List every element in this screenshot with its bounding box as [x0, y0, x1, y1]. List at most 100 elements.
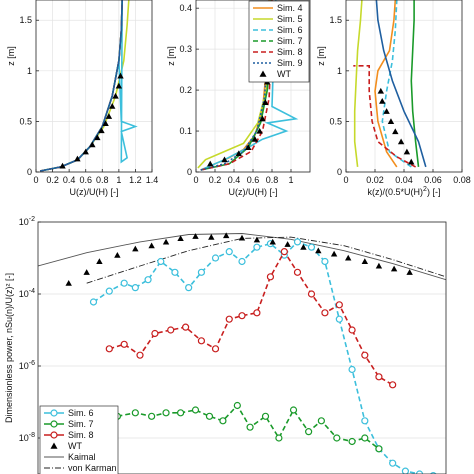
data-point-sim6 [89, 298, 98, 306]
data-point-sim7 [191, 406, 200, 414]
data-point-sim8 [335, 301, 343, 309]
data-point-wt [221, 156, 228, 163]
data-point-wt [192, 233, 199, 239]
legend-swatch-sim7 [44, 420, 64, 428]
data-point-wt [375, 262, 383, 269]
data-point-sim7 [131, 409, 139, 417]
data-point-sim7 [246, 423, 254, 431]
data-point-sim8 [136, 351, 144, 359]
y-tick-label: 0 [337, 167, 342, 177]
data-point-wt [377, 87, 384, 94]
x-tick-label: 0.4 [228, 175, 241, 185]
series-line-sim6 [381, 0, 412, 168]
data-point-wt [408, 158, 415, 165]
x-tick-label: 0.2 [46, 175, 59, 185]
x-tick-label: 0.2 [209, 175, 222, 185]
data-point-sim7 [275, 434, 283, 442]
data-point-sim8 [211, 345, 220, 353]
y-tick-label: 10-8 [19, 432, 35, 443]
data-point-wt [251, 136, 259, 142]
series-group [38, 232, 446, 474]
data-point-wt [102, 120, 109, 126]
data-point-sim8 [321, 309, 329, 317]
series-line-sim7 [410, 0, 420, 167]
series-line-sim5 [353, 0, 363, 167]
data-point-sim7 [289, 406, 298, 414]
data-point-sim6 [415, 470, 424, 474]
x-tick-label: 0 [343, 175, 348, 185]
x-axis-label: U(z)/U(H) [-] [70, 187, 119, 197]
series-line-sim9 [375, 0, 427, 168]
data-point-sim8 [280, 248, 288, 256]
legend-label-sim6: Sim. 6 [277, 25, 303, 35]
data-point-sim6 [307, 243, 316, 251]
x-tick-label: 0.02 [366, 175, 384, 185]
legend-marker-wt [50, 442, 58, 449]
legend-swatch-sim8 [44, 431, 64, 439]
x-tick-label: 1 [116, 175, 121, 185]
y-tick-label: 0.2 [179, 85, 192, 95]
legend-label-vonkarman: von Karman [68, 463, 117, 473]
data-point-sim8 [238, 312, 246, 320]
x-tick-label: 1.4 [146, 175, 159, 185]
data-point-sim6 [293, 238, 302, 246]
data-point-sim7 [305, 428, 313, 436]
data-point-wt [284, 241, 291, 247]
legend-label-wt: WT [68, 441, 82, 451]
data-point-wt [132, 245, 139, 252]
y-axis-label: z [m] [316, 46, 326, 66]
data-point-wt [235, 150, 242, 157]
x-tick-label: 0.6 [79, 175, 92, 185]
data-point-sim6 [157, 257, 165, 266]
legend-swatch-wt [50, 442, 58, 449]
data-point-sim7 [233, 401, 241, 410]
data-point-sim8 [197, 337, 206, 345]
data-point-wt [383, 108, 390, 114]
data-point-wt [300, 243, 307, 250]
data-point-wt [379, 97, 386, 104]
series-group [353, 0, 427, 168]
data-point-wt [83, 269, 90, 275]
data-point-wt [269, 238, 276, 245]
y-tick-label: 0.4 [179, 3, 192, 13]
data-point-wt [208, 233, 215, 240]
data-point-wt [98, 127, 105, 134]
series-line-sim6 [93, 240, 427, 474]
data-point-wt [245, 144, 252, 150]
x-tick-label: 0.8 [96, 175, 109, 185]
y-tick-label: 0.1 [179, 126, 192, 136]
y-tick-label: 10-2 [19, 216, 35, 227]
y-tick-label: 0.3 [179, 44, 192, 54]
x-axis-label: U(z)/U(H) [-] [229, 187, 278, 197]
data-point-wt [207, 160, 214, 167]
x-tick-label: 1 [288, 175, 293, 185]
data-point-wt [238, 234, 246, 241]
data-point-sim6 [211, 254, 220, 262]
chart-panel-4: 10-8 10-6 10-4 10-2 Dimensionless power, nSu… [4, 216, 447, 474]
data-point-wt [89, 141, 96, 148]
data-point-sim7 [205, 412, 214, 420]
data-point-sim6 [120, 279, 128, 287]
x-tick-label: 0.6 [247, 175, 260, 185]
data-point-sim8 [105, 345, 113, 353]
data-point-sim6 [171, 268, 179, 276]
data-point-wt [259, 115, 266, 122]
data-point-wt [65, 279, 72, 286]
chart-panel-1: 0 0.2 0.4 0.6 0.8 1 1.2 1.4 0 0.5 1 1.5 U(z)/U(H) [-… [6, 0, 158, 197]
legend-marker-wt [259, 70, 267, 77]
data-point-sim7 [348, 437, 356, 446]
data-point-sim6 [185, 284, 193, 292]
data-point-wt [117, 72, 124, 79]
legend-circle-sim8 [50, 431, 58, 439]
chart-panel-2: 0 0.2 0.4 0.6 0.8 1 0 0.1 0.2 0.3 0.4 U(z)/U(H) [-]… [166, 0, 311, 197]
x-tick-label: 0 [33, 175, 38, 185]
data-point-sim6 [225, 248, 233, 256]
data-point-wt [177, 235, 184, 241]
data-point-sim8 [151, 329, 159, 338]
data-point-wt [390, 265, 398, 272]
x-tick-label: 0.04 [395, 175, 413, 185]
chart-panel-3: 0 0.02 0.04 0.06 0.08 0 0.5 1 1.5 k(z)/(0.5*U(H)2… [316, 0, 471, 197]
data-point-sim6 [238, 257, 246, 266]
